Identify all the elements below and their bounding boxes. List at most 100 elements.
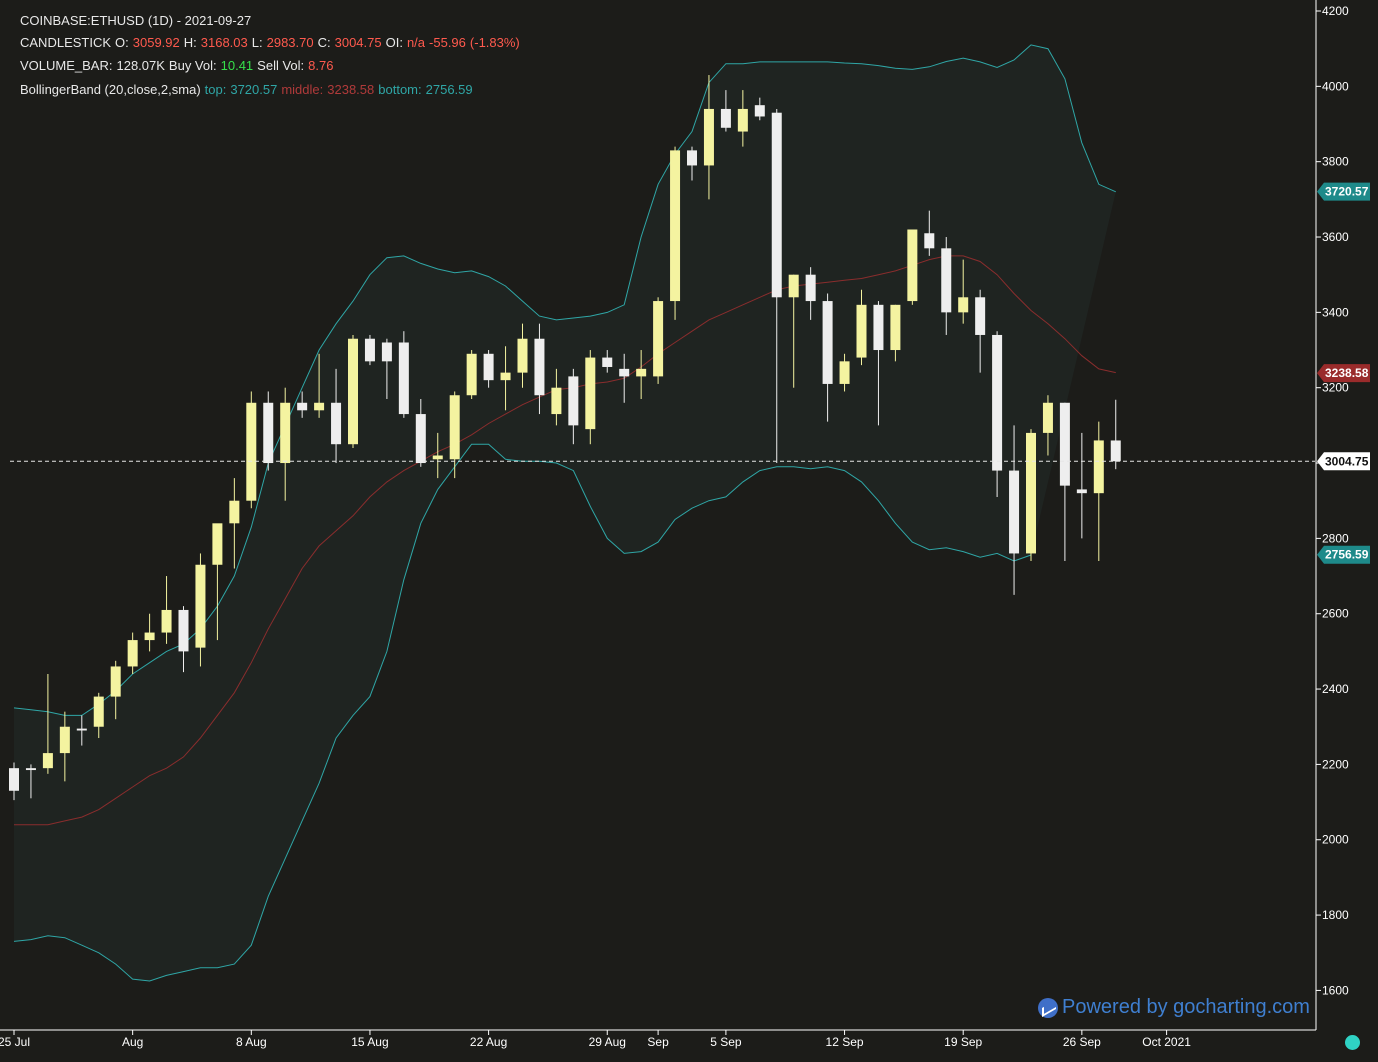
change-value: -55.96 [429,35,466,50]
candle-body[interactable] [381,342,392,362]
candle-body[interactable] [839,361,850,384]
candle-body[interactable] [720,108,731,128]
candle-body[interactable] [1093,440,1104,494]
close-value: 3004.75 [334,35,382,50]
candle-body[interactable] [415,414,426,464]
candle-body[interactable] [941,248,952,313]
candle-body[interactable] [331,402,342,445]
sell-vol-label: Sell Vol: [257,58,305,73]
bb-bottom-label: bottom: [378,82,422,97]
candle-body[interactable] [25,768,36,771]
sell-vol-value: 8.76 [308,58,334,73]
y-tick-label: 2600 [1322,607,1349,621]
candle-body[interactable] [500,372,511,381]
candle-body[interactable] [144,632,155,641]
candle-body[interactable] [432,455,443,460]
candle-body[interactable] [924,233,935,249]
candle-body[interactable] [602,357,613,367]
candle-body[interactable] [93,696,104,727]
candle-body[interactable] [653,301,664,377]
candle-body[interactable] [687,150,697,166]
candle-body[interactable] [517,338,528,373]
candle-body[interactable] [59,726,70,754]
candle-body[interactable] [110,666,121,697]
powered-by-link[interactable]: Powered by gocharting.com [1038,996,1310,1019]
candle-body[interactable] [534,338,545,396]
candle-body[interactable] [754,105,765,117]
candle-body[interactable] [975,297,986,335]
y-tick-label: 3400 [1322,305,1349,319]
candle-body[interactable] [568,376,579,426]
x-tick-label: 15 Aug [351,1035,388,1049]
y-tick-label: 2000 [1322,833,1349,847]
candle-body[interactable] [161,609,172,633]
candle-body[interactable] [297,402,308,411]
candle-body[interactable] [9,768,19,791]
y-tick-label: 2400 [1322,682,1349,696]
candle-body[interactable] [805,274,816,302]
candle-body[interactable] [585,357,596,430]
low-label: L: [251,35,263,50]
candle-body[interactable] [42,753,53,769]
last-price-tag-label: 3004.75 [1325,454,1369,468]
candle-body[interactable] [907,229,918,302]
candle-body[interactable] [1059,402,1070,486]
candle-body[interactable] [992,334,1003,471]
candle-body[interactable] [398,342,409,415]
candle-body[interactable] [229,500,240,524]
bb-top-tag [1317,182,1370,201]
gocharting-logo-icon [1038,997,1058,1018]
candle-body[interactable] [636,368,647,377]
bb-bottom-value: 2756.59 [425,82,473,97]
close-label: C: [317,35,331,50]
candle-body[interactable] [958,297,969,313]
x-tick-label: Oct 2021 [1142,1035,1191,1049]
candle-body[interactable] [822,301,833,384]
candle-body[interactable] [1009,470,1020,554]
volume-label: VOLUME_BAR: [20,58,113,73]
candle-body[interactable] [449,395,460,460]
candle-body[interactable] [263,402,274,464]
candle-body[interactable] [466,353,477,396]
candle-body[interactable] [212,523,223,565]
candle-body[interactable] [856,304,867,358]
x-tick-label: Aug [122,1035,143,1049]
candle-body[interactable] [364,338,375,362]
candle-body[interactable] [551,387,562,415]
candle-body[interactable] [1076,489,1087,494]
y-tick-label: 2800 [1322,531,1349,545]
candlestick-label: CANDLESTICK [20,35,112,50]
x-tick-label: 26 Sep [1063,1035,1101,1049]
symbol-line: COINBASE:ETHUSD (1D) - 2021-09-27 [20,13,255,28]
y-tick-label: 1800 [1322,908,1349,922]
candle-body[interactable] [670,150,681,302]
candle-body[interactable] [1110,440,1121,462]
candle-body[interactable] [195,564,206,648]
y-tick-label: 2200 [1322,757,1349,771]
candle-body[interactable] [1026,432,1036,554]
candle-body[interactable] [788,274,799,298]
candle-body[interactable] [76,728,87,731]
candle-body[interactable] [348,338,358,445]
low-value: 2983.70 [266,35,314,50]
candle-body[interactable] [178,609,189,652]
x-tick-label: 29 Aug [589,1035,626,1049]
candle-body[interactable] [246,402,257,501]
x-tick-label: 5 Sep [710,1035,742,1049]
candle-body[interactable] [890,304,901,351]
candle-body[interactable] [1042,402,1053,433]
candle-body[interactable] [873,304,884,351]
x-tick-label: 12 Sep [826,1035,864,1049]
candle-body[interactable] [619,368,630,377]
candle-body[interactable] [737,108,748,132]
bollinger-band-fill [14,44,1116,981]
candle-body[interactable] [314,402,325,411]
candle-body[interactable] [703,108,714,166]
candle-body[interactable] [127,640,138,667]
candle-body[interactable] [280,402,291,464]
candle-body[interactable] [483,353,494,381]
y-tick-label: 1600 [1322,983,1349,997]
candle-body[interactable] [771,112,782,298]
bb-middle-tag-label: 3238.58 [1325,366,1369,380]
